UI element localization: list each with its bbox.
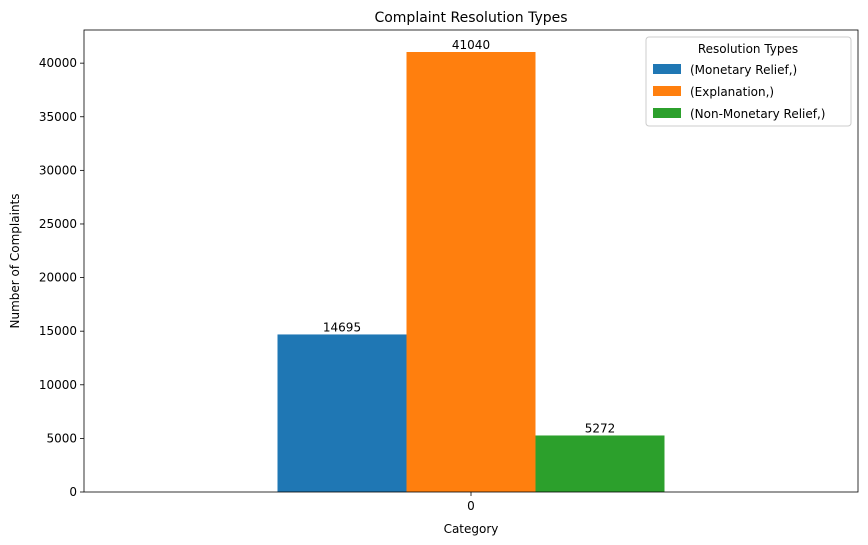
bar-data-label: 41040 xyxy=(452,38,490,52)
chart-title: Complaint Resolution Types xyxy=(374,10,567,26)
bars-group xyxy=(277,52,665,492)
legend-items: (Monetary Relief,) (Explanation,) (Non-Mon… xyxy=(653,63,825,121)
y-tick-label: 20000 xyxy=(39,271,77,285)
legend-item-label: (Non-Monetary Relief,) xyxy=(690,107,825,121)
legend-swatch xyxy=(653,86,681,96)
plot-frame xyxy=(83,29,859,493)
bar xyxy=(277,334,407,492)
bar-data-label: 14695 xyxy=(323,320,361,334)
y-tick-label: 5000 xyxy=(46,431,77,445)
legend-item-label: (Monetary Relief,) xyxy=(690,63,797,77)
legend-swatch xyxy=(653,64,681,74)
legend: Resolution Types (Monetary Relief,) (Expl… xyxy=(645,36,852,127)
legend-item-label: (Explanation,) xyxy=(690,85,774,99)
legend-frame xyxy=(645,36,852,127)
x-tick-label: 0 xyxy=(467,499,475,513)
bar-data-label: 5272 xyxy=(585,421,616,435)
y-axis-ticks: 0 5000 10000 15000 20000 25000 30000 35000 40000 xyxy=(39,56,84,499)
y-tick-label: 15000 xyxy=(39,324,77,338)
legend-title: Resolution Types xyxy=(698,42,798,56)
x-axis-ticks: 0 xyxy=(467,492,475,513)
y-axis-label: Number of Complaints xyxy=(8,193,22,328)
y-tick-label: 25000 xyxy=(39,217,77,231)
x-axis-label: Category xyxy=(444,522,499,536)
y-tick-label: 0 xyxy=(69,485,77,499)
y-tick-label: 30000 xyxy=(39,163,77,177)
data-labels-group: 14695 41040 5272 xyxy=(323,38,615,435)
y-tick-label: 10000 xyxy=(39,378,77,392)
y-tick-label: 40000 xyxy=(39,56,77,70)
y-tick-label: 35000 xyxy=(39,110,77,124)
legend-swatch xyxy=(653,108,681,118)
bar xyxy=(406,52,536,492)
bar xyxy=(535,435,665,492)
